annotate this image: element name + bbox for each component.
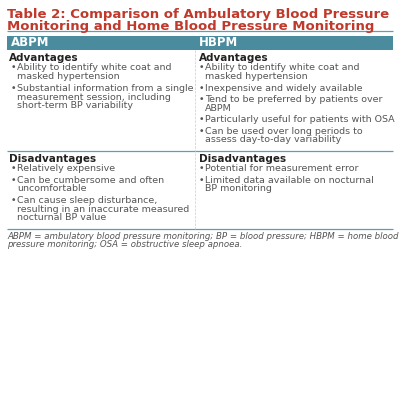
Text: Potential for measurement error: Potential for measurement error: [205, 164, 358, 173]
Text: BP monitoring: BP monitoring: [205, 184, 272, 193]
Text: Can be used over long periods to: Can be used over long periods to: [205, 126, 363, 136]
Text: uncomfortable: uncomfortable: [17, 184, 86, 193]
Text: short-term BP variability: short-term BP variability: [17, 101, 133, 110]
Text: Tend to be preferred by patients over: Tend to be preferred by patients over: [205, 95, 382, 104]
Text: •: •: [11, 64, 16, 72]
Text: •: •: [199, 164, 204, 173]
Text: Inexpensive and widely available: Inexpensive and widely available: [205, 84, 362, 93]
Text: Advantages: Advantages: [199, 53, 269, 63]
Text: •: •: [11, 196, 16, 205]
Text: •: •: [11, 164, 16, 173]
Text: Particularly useful for patients with OSA: Particularly useful for patients with OS…: [205, 115, 395, 124]
Text: •: •: [199, 176, 204, 184]
Text: Ability to identify white coat and: Ability to identify white coat and: [205, 64, 360, 72]
Text: assess day-to-day variability: assess day-to-day variability: [205, 135, 341, 144]
Text: •: •: [199, 126, 204, 136]
Text: Monitoring and Home Blood Pressure Monitoring: Monitoring and Home Blood Pressure Monit…: [7, 20, 374, 33]
Text: ABPM = ambulatory blood pressure monitoring; BP = blood pressure; HBPM = home bl: ABPM = ambulatory blood pressure monitor…: [7, 232, 398, 241]
Text: nocturnal BP value: nocturnal BP value: [17, 214, 106, 222]
Text: measurement session, including: measurement session, including: [17, 92, 171, 102]
Text: Limited data available on nocturnal: Limited data available on nocturnal: [205, 176, 374, 184]
Text: masked hypertension: masked hypertension: [17, 72, 120, 81]
Text: pressure monitoring; OSA = obstructive sleep apnoea.: pressure monitoring; OSA = obstructive s…: [7, 240, 242, 249]
Text: Relatively expensive: Relatively expensive: [17, 164, 115, 173]
Text: •: •: [199, 115, 204, 124]
Text: HBPM: HBPM: [199, 36, 238, 50]
Bar: [7, 36, 393, 50]
Text: •: •: [199, 64, 204, 72]
Text: •: •: [199, 84, 204, 93]
Text: •: •: [199, 95, 204, 104]
Text: resulting in an inaccurate measured: resulting in an inaccurate measured: [17, 204, 189, 214]
Text: Can cause sleep disturbance,: Can cause sleep disturbance,: [17, 196, 157, 205]
Text: Disadvantages: Disadvantages: [9, 154, 96, 164]
Text: •: •: [11, 84, 16, 93]
Text: Table 2: Comparison of Ambulatory Blood Pressure: Table 2: Comparison of Ambulatory Blood …: [7, 8, 389, 21]
Text: •: •: [11, 176, 16, 184]
Text: Disadvantages: Disadvantages: [199, 154, 286, 164]
Text: Ability to identify white coat and: Ability to identify white coat and: [17, 64, 172, 72]
Text: ABPM: ABPM: [11, 36, 50, 50]
Text: Advantages: Advantages: [9, 53, 79, 63]
Text: Substantial information from a single: Substantial information from a single: [17, 84, 194, 93]
Text: ABPM: ABPM: [205, 104, 232, 113]
Text: masked hypertension: masked hypertension: [205, 72, 308, 81]
Text: Can be cumbersome and often: Can be cumbersome and often: [17, 176, 164, 184]
